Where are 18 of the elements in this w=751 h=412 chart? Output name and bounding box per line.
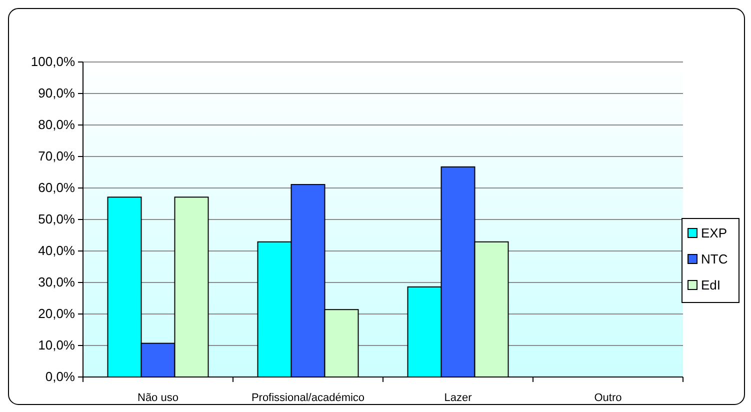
y-tick-label: 30,0% xyxy=(38,274,76,290)
y-tick-label: 50,0% xyxy=(38,212,76,227)
y-tick-label: 20,0% xyxy=(38,306,76,322)
x-tick-label: Outro xyxy=(594,392,622,404)
y-tick-label: 60,0% xyxy=(38,180,76,196)
y-tick-label: 10,0% xyxy=(38,338,76,353)
y-tick-label: 70,0% xyxy=(38,148,76,164)
y-tick-label: 40,0% xyxy=(38,243,76,258)
x-tick-label: Profissional/académico xyxy=(251,392,365,404)
legend-label: EdI xyxy=(701,278,721,292)
y-tick-label: 90,0% xyxy=(38,86,76,101)
y-tick-label: 0,0% xyxy=(45,369,76,384)
y-tick-label: 100,0% xyxy=(30,54,76,70)
legend-label: NTC xyxy=(701,252,728,266)
x-tick-label: Lazer xyxy=(444,392,472,404)
legend-label: EXP xyxy=(701,226,728,240)
y-tick-label: 80,0% xyxy=(38,117,76,132)
x-tick-label: Não uso xyxy=(138,392,178,404)
